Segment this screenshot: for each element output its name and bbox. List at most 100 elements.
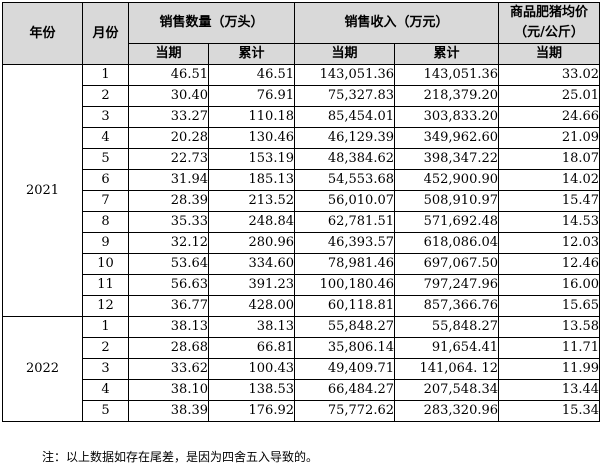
cell-volume-current: 56.63 xyxy=(128,274,209,296)
cell-volume-current: 20.28 xyxy=(128,127,209,149)
cell-volume-cumulative: 280.96 xyxy=(207,232,296,254)
cell-volume-current: 22.73 xyxy=(128,148,209,170)
cell-month: 5 xyxy=(82,148,129,170)
cell-month: 4 xyxy=(82,127,129,149)
cell-volume-cumulative: 130.46 xyxy=(207,127,296,149)
cell-price-current: 15.65 xyxy=(498,295,601,317)
cell-revenue-cumulative: 571,692.48 xyxy=(394,211,500,233)
header-volume-current: 当期 xyxy=(128,43,209,65)
cell-revenue-cumulative: 508,910.97 xyxy=(394,190,500,212)
cell-volume-current: 38.13 xyxy=(128,316,209,338)
cell-month: 10 xyxy=(82,253,129,275)
cell-volume-cumulative: 176.92 xyxy=(207,400,296,422)
cell-revenue-cumulative: 283,320.96 xyxy=(394,400,500,422)
header-month: 月份 xyxy=(82,2,129,65)
cell-volume-current: 35.33 xyxy=(128,211,209,233)
cell-volume-current: 46.51 xyxy=(128,64,209,86)
table-header: 年份 月份 销售数量（万头） 销售收入（万元） 商品肥猪均价 （元/公斤） 当期… xyxy=(2,2,601,65)
cell-price-current: 13.44 xyxy=(498,379,601,401)
cell-month: 5 xyxy=(82,400,129,422)
cell-revenue-cumulative: 218,379.20 xyxy=(394,85,500,107)
table-row: 12 36.77 428.00 60,118.81 857,366.76 15.65 xyxy=(3,295,601,317)
cell-price-current: 11.71 xyxy=(498,337,601,359)
cell-price-current: 21.09 xyxy=(498,127,601,149)
cell-volume-current: 32.12 xyxy=(128,232,209,254)
cell-revenue-current: 75,772.62 xyxy=(294,400,396,422)
cell-revenue-current: 55,848.27 xyxy=(294,316,396,338)
table-row: 4 38.10 138.53 66,484.27 207,548.34 13.44 xyxy=(3,379,601,401)
header-volume: 销售数量（万头） xyxy=(127,2,296,44)
cell-revenue-cumulative: 618,086.04 xyxy=(394,232,500,254)
cell-month: 8 xyxy=(82,211,129,233)
cell-revenue-cumulative: 55,848.27 xyxy=(394,316,500,338)
table-row: 2021 1 46.51 46.51 143,051.36 143,051.36 33.02 xyxy=(2,64,601,317)
cell-price-current: 13.58 xyxy=(498,316,601,338)
cell-month: 11 xyxy=(82,274,129,296)
cell-revenue-cumulative: 452,900.90 xyxy=(394,169,500,191)
table-row: 3 33.27 110.18 85,454.01 303,833.20 24.66 xyxy=(3,106,601,128)
table-row: 2022 1 38.13 38.13 55,848.27 55,848.27 13.58 xyxy=(2,316,601,422)
cell-volume-cumulative: 38.13 xyxy=(207,316,296,338)
cell-price-current: 18.07 xyxy=(498,148,601,170)
table-row: 10 53.64 334.60 78,981.46 697,067.50 12.46 xyxy=(3,253,601,275)
cell-revenue-current: 35,806.14 xyxy=(294,337,396,359)
table-row: 5 38.39 176.92 75,772.62 283,320.96 15.34 xyxy=(3,400,601,422)
cell-volume-current: 38.39 xyxy=(128,400,209,422)
table-row: 6 31.94 185.13 54,553.68 452,900.90 14.02 xyxy=(3,169,601,191)
cell-revenue-current: 75,327.83 xyxy=(294,85,396,107)
table-body: 2021 1 46.51 46.51 143,051.36 143,051.36 33.02… xyxy=(2,64,601,422)
cell-volume-current: 28.39 xyxy=(128,190,209,212)
cell-price-current: 12.46 xyxy=(498,253,601,275)
cell-volume-cumulative: 185.13 xyxy=(207,169,296,191)
table-row: 2 28.68 66.81 35,806.14 91,654.41 11.71 xyxy=(3,337,601,359)
cell-price-current: 24.66 xyxy=(498,106,601,128)
header-revenue-current: 当期 xyxy=(294,43,396,65)
cell-revenue-current: 46,129.39 xyxy=(294,127,396,149)
cell-volume-current: 36.77 xyxy=(128,295,209,317)
cell-revenue-cumulative: 143,051.36 xyxy=(394,64,500,86)
header-revenue-cumulative: 累计 xyxy=(394,43,500,65)
cell-revenue-cumulative: 303,833.20 xyxy=(394,106,500,128)
cell-volume-current: 53.64 xyxy=(128,253,209,275)
cell-month: 12 xyxy=(82,295,129,317)
sales-table: 年份 月份 销售数量（万头） 销售收入（万元） 商品肥猪均价 （元/公斤） 当期… xyxy=(2,2,601,422)
cell-revenue-current: 143,051.36 xyxy=(294,64,396,86)
cell-month: 3 xyxy=(82,358,129,380)
header-year: 年份 xyxy=(2,2,83,65)
cell-price-current: 14.53 xyxy=(498,211,601,233)
cell-volume-current: 33.62 xyxy=(128,358,209,380)
table-row: 9 32.12 280.96 46,393.57 618,086.04 12.03 xyxy=(3,232,601,254)
cell-price-current: 14.02 xyxy=(498,169,601,191)
cell-revenue-current: 49,409.71 xyxy=(294,358,396,380)
cell-month: 7 xyxy=(82,190,129,212)
cell-price-current: 12.03 xyxy=(498,232,601,254)
cell-revenue-cumulative: 207,548.34 xyxy=(394,379,500,401)
cell-volume-cumulative: 334.60 xyxy=(207,253,296,275)
cell-month: 1 xyxy=(82,64,129,86)
table-row: 8 35.33 248.84 62,781.51 571,692.48 14.53 xyxy=(3,211,601,233)
cell-revenue-current: 78,981.46 xyxy=(294,253,396,275)
cell-volume-cumulative: 153.19 xyxy=(207,148,296,170)
cell-price-current: 16.00 xyxy=(498,274,601,296)
cell-volume-cumulative: 213.52 xyxy=(207,190,296,212)
cell-volume-cumulative: 428.00 xyxy=(207,295,296,317)
table-row: 5 22.73 153.19 48,384.62 398,347.22 18.07 xyxy=(3,148,601,170)
cell-revenue-cumulative: 797,247.96 xyxy=(394,274,500,296)
cell-revenue-current: 54,553.68 xyxy=(294,169,396,191)
header-price-current: 当期 xyxy=(498,43,601,65)
cell-revenue-current: 66,484.27 xyxy=(294,379,396,401)
cell-revenue-cumulative: 398,347.22 xyxy=(394,148,500,170)
cell-revenue-cumulative: 141,064. 12 xyxy=(394,358,500,380)
cell-volume-cumulative: 100.43 xyxy=(207,358,296,380)
cell-price-current: 33.02 xyxy=(498,64,601,86)
cell-volume-current: 33.27 xyxy=(128,106,209,128)
header-volume-cumulative: 累计 xyxy=(207,43,296,65)
cell-revenue-current: 48,384.62 xyxy=(294,148,396,170)
cell-month: 1 xyxy=(82,316,129,338)
table-row: 7 28.39 213.52 56,010.07 508,910.97 15.47 xyxy=(3,190,601,212)
header-revenue: 销售收入（万元） xyxy=(294,2,500,44)
cell-revenue-cumulative: 857,366.76 xyxy=(394,295,500,317)
cell-volume-current: 38.10 xyxy=(128,379,209,401)
cell-revenue-current: 85,454.01 xyxy=(294,106,396,128)
cell-revenue-current: 62,781.51 xyxy=(294,211,396,233)
